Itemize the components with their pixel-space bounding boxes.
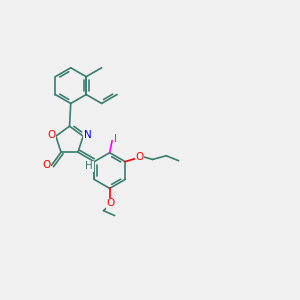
Text: O: O [106,198,115,208]
Text: O: O [135,152,143,162]
Text: O: O [47,130,56,140]
Text: N: N [84,130,92,140]
Text: O: O [43,160,51,170]
Text: H: H [85,161,93,171]
Text: I: I [114,134,117,144]
